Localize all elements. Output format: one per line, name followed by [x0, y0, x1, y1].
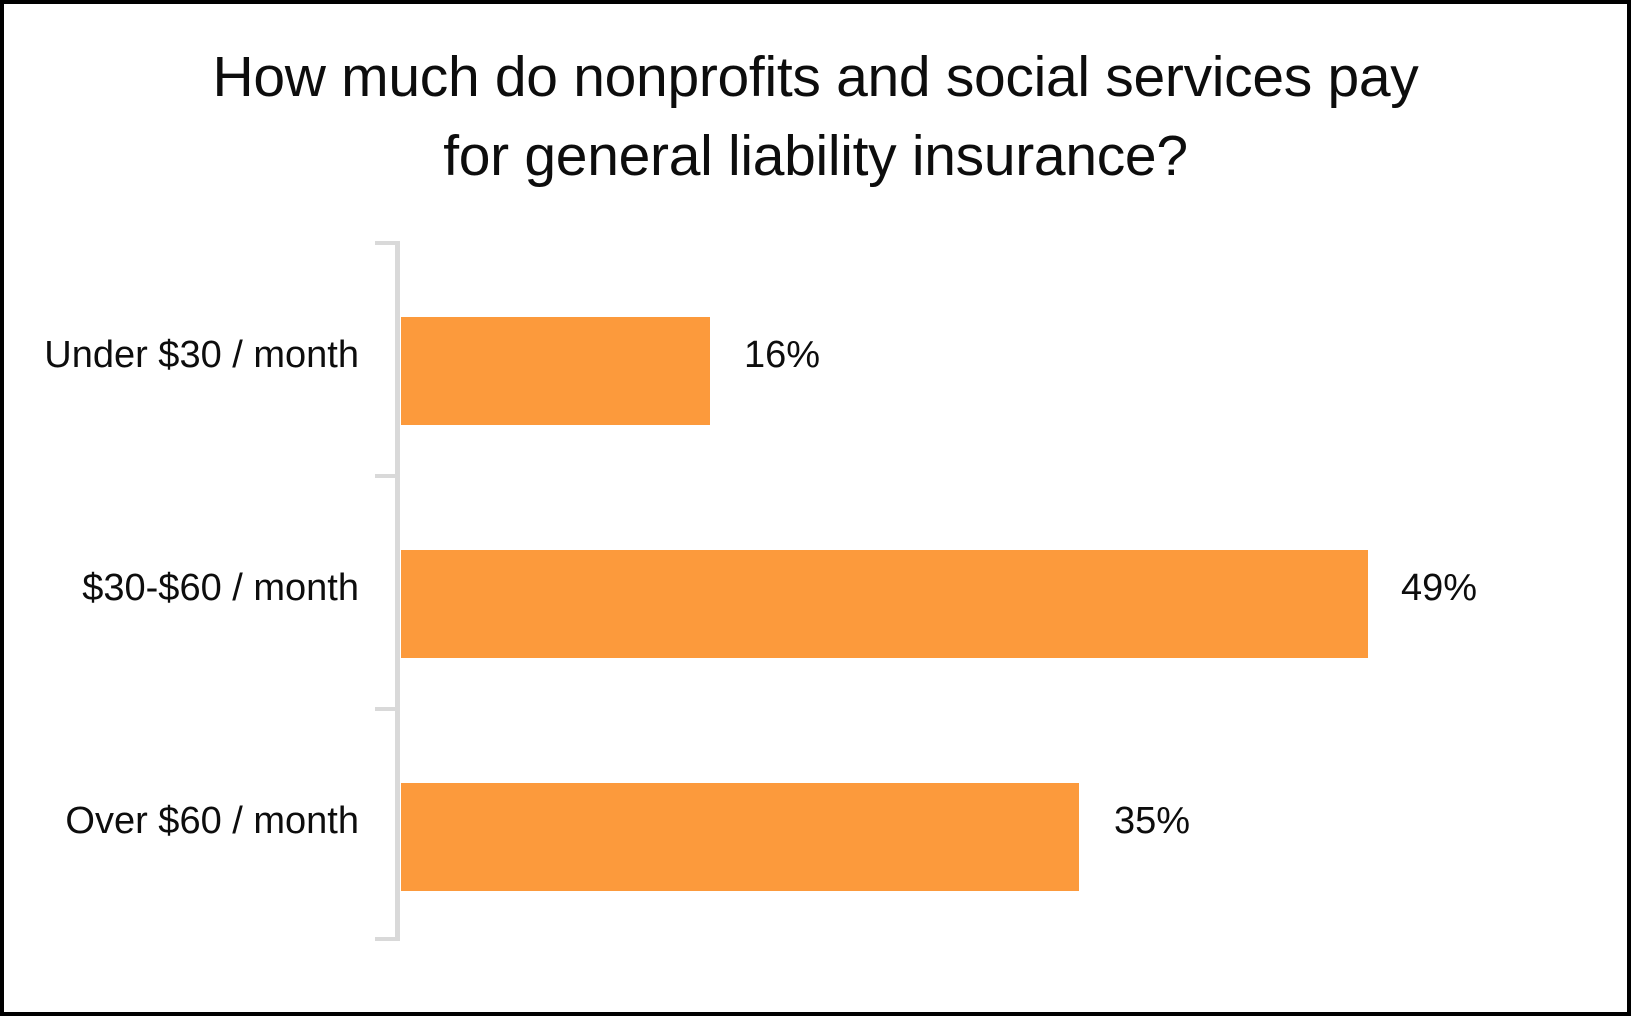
axis-tick-bottom	[375, 937, 396, 941]
bar-under-30[interactable]	[401, 317, 710, 425]
chart-title: How much do nonprofits and social servic…	[212, 45, 1419, 188]
bar-value-under-30: 16%	[744, 334, 821, 376]
axis-tick-1	[375, 474, 396, 478]
category-label-30-60: $30-$60 / month	[82, 567, 359, 609]
bar-30-60[interactable]	[401, 550, 1368, 658]
plot-area: Under $30 / month 16% $30-$60 / month 49…	[4, 229, 1627, 949]
bar-row-30-60: $30-$60 / month 49%	[4, 462, 1627, 695]
category-label-over-60: Over $60 / month	[65, 800, 359, 842]
category-axis-line	[395, 241, 400, 941]
bar-row-over-60: Over $60 / month 35%	[4, 695, 1627, 928]
axis-tick-top	[375, 241, 396, 245]
bar-over-60[interactable]	[401, 783, 1079, 891]
category-label-under-30: Under $30 / month	[44, 334, 359, 376]
bar-value-30-60: 49%	[1401, 567, 1478, 609]
axis-tick-2	[375, 707, 396, 711]
bar-row-under-30: Under $30 / month 16%	[4, 229, 1627, 462]
bar-value-over-60: 35%	[1114, 800, 1191, 842]
